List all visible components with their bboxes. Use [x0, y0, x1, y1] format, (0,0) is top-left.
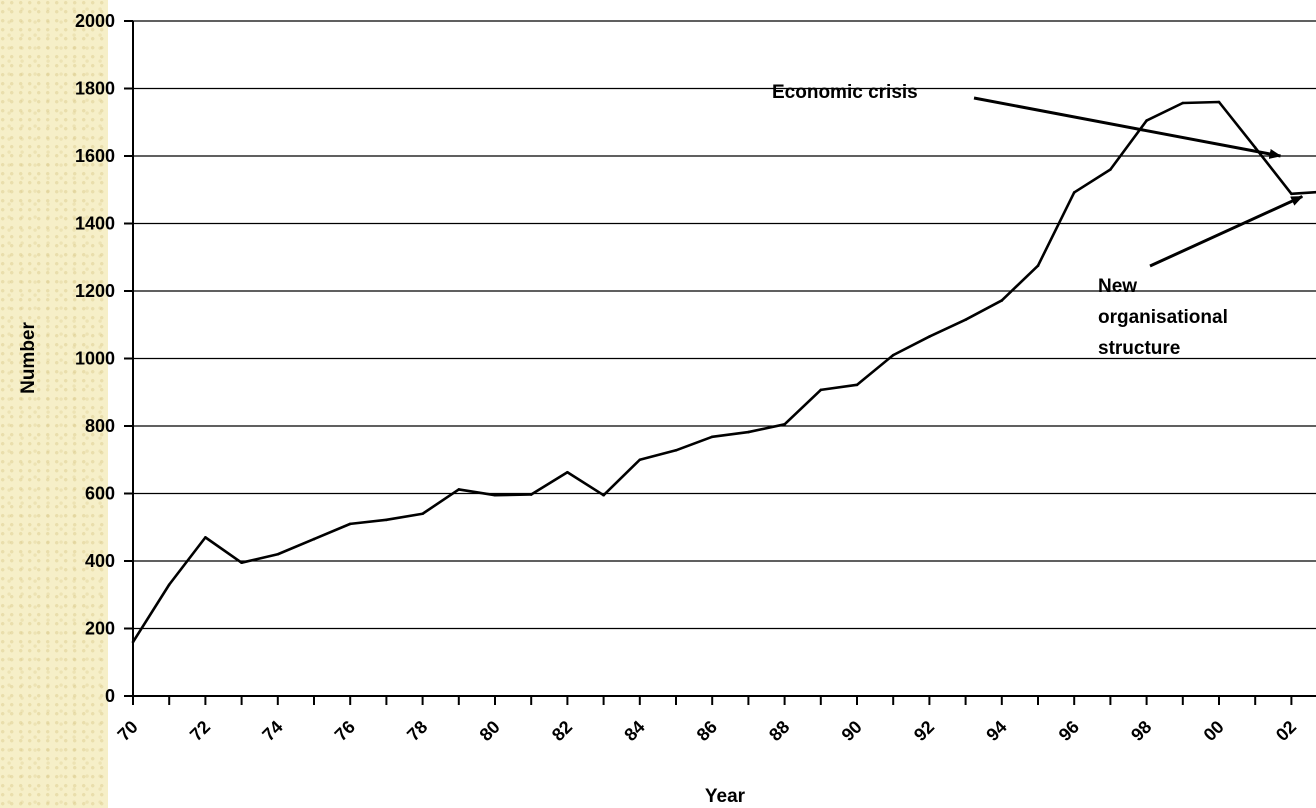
data-point	[1217, 100, 1221, 104]
data-point	[529, 493, 533, 496]
data-point	[674, 449, 678, 452]
annotation-line: structure	[1098, 338, 1180, 359]
data-point	[566, 470, 569, 474]
data-point	[819, 388, 823, 392]
data-point	[1000, 299, 1004, 302]
series-line	[131, 100, 1316, 643]
x-tick-label: 90	[838, 717, 866, 745]
y-tick-label: 1600	[75, 146, 115, 166]
annotation-arrow	[1149, 195, 1304, 268]
y-axis-ticks: 0 200 400 600 800 1000 1200 1400 1600 1800 2000	[75, 11, 133, 706]
y-tick-label: 800	[85, 416, 115, 436]
annotation-line: New	[1098, 276, 1137, 297]
x-tick-label: 88	[765, 717, 793, 745]
data-point	[964, 318, 967, 321]
series-group	[131, 100, 1316, 644]
x-tick-label: 84	[620, 717, 648, 745]
annotations: Economic crisis New organisational structur…	[772, 82, 1304, 359]
data-point	[855, 383, 859, 387]
x-tick-label: 82	[548, 717, 576, 745]
x-tick-label: 02	[1272, 717, 1300, 745]
y-tick-label: 1400	[75, 214, 115, 234]
x-tick-label: 72	[186, 717, 214, 745]
x-axis-ticks: 70 72 74 76 78 80 82 84 86 88 90 92 94 96 98 00 02	[114, 696, 1300, 745]
data-point	[710, 435, 714, 439]
data-point	[747, 430, 750, 434]
x-tick-label: 74	[258, 717, 286, 745]
y-tick-label: 2000	[75, 11, 115, 31]
data-point	[1145, 119, 1148, 122]
x-tick-label: 00	[1200, 717, 1228, 745]
x-tick-label: 76	[331, 717, 359, 745]
x-tick-label: 80	[476, 717, 504, 745]
data-point	[493, 493, 497, 497]
annotation-arrow	[973, 96, 1282, 159]
data-point	[602, 493, 605, 497]
annotation-line: organisational	[1098, 307, 1228, 328]
x-tick-label: 96	[1055, 717, 1083, 745]
x-tick-label: 92	[910, 717, 938, 745]
x-tick-label: 86	[693, 717, 721, 745]
data-point	[276, 552, 280, 556]
data-point	[1253, 146, 1257, 149]
data-point	[131, 640, 135, 644]
data-point	[457, 488, 461, 491]
data-point	[167, 583, 171, 586]
y-tick-label: 600	[85, 484, 115, 504]
data-point	[1109, 168, 1112, 171]
data-point	[421, 512, 424, 516]
data-point	[348, 522, 352, 526]
x-tick-label: 94	[982, 717, 1010, 745]
data-point	[1036, 264, 1040, 267]
background-pattern	[0, 0, 108, 808]
data-point	[928, 335, 931, 338]
y-tick-label: 1200	[75, 281, 115, 301]
y-axis-label: Number	[18, 322, 39, 394]
x-tick-label: 70	[114, 717, 142, 745]
annotation-economic-crisis: Economic crisis	[772, 82, 918, 103]
data-point	[240, 561, 243, 564]
data-point	[638, 458, 642, 462]
data-point	[1290, 192, 1293, 196]
y-tick-label: 1800	[75, 79, 115, 99]
data-point	[891, 353, 895, 357]
data-point	[312, 537, 316, 541]
data-point	[1181, 101, 1185, 105]
y-tick-label: 400	[85, 551, 115, 571]
y-tick-label: 0	[105, 686, 115, 706]
data-point	[385, 518, 388, 522]
data-point	[783, 423, 786, 426]
x-tick-label: 78	[403, 717, 431, 745]
x-tick-label: 98	[1127, 717, 1155, 745]
data-point	[1072, 191, 1076, 194]
annotation-new-organisational-structure: New organisational structure	[1098, 276, 1228, 359]
y-tick-label: 200	[85, 619, 115, 639]
x-axis-label: Year	[705, 786, 746, 807]
y-tick-label: 1000	[75, 349, 115, 369]
data-point	[204, 536, 207, 539]
